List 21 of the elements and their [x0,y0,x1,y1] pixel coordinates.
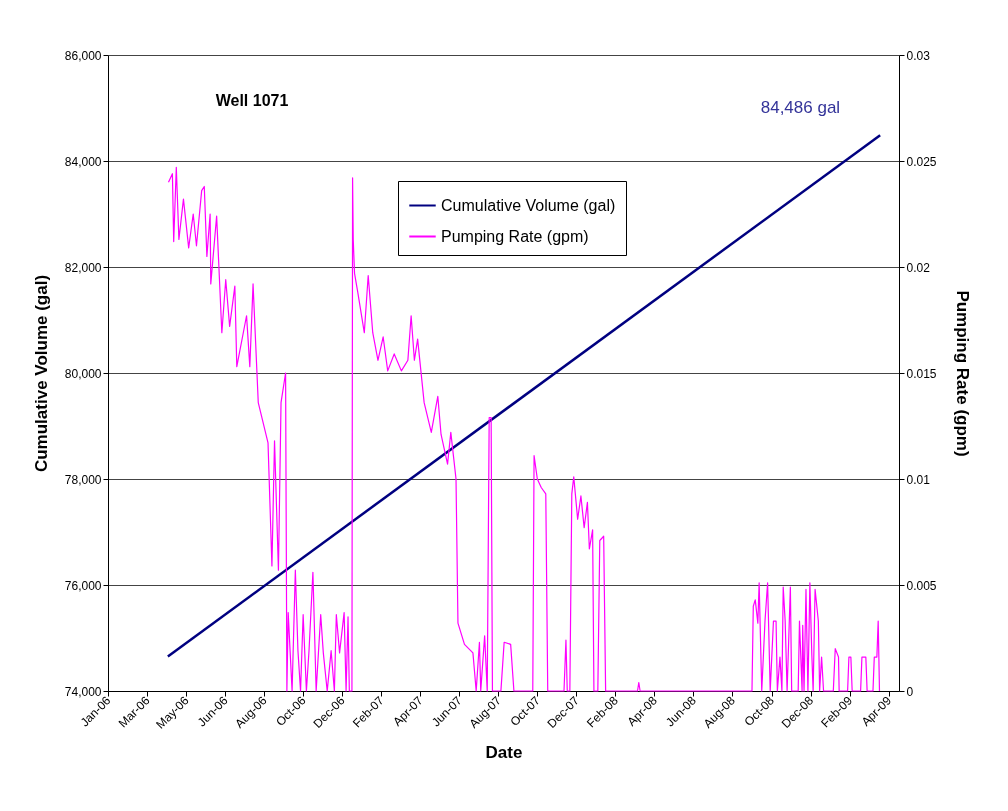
annotation: 84,486 gal [760,98,841,118]
y-tick-label: 84,000 [64,154,102,169]
y2-tick-label: 0.01 [906,472,931,487]
legend-label: Cumulative Volume (gal) [441,196,616,214]
y-tick-label: 86,000 [64,48,102,63]
y-tick-label: 80,000 [64,366,102,381]
y2-tick-label: 0.02 [906,260,931,275]
y-tick-label: 76,000 [64,578,102,593]
legend-label: Pumping Rate (gpm) [441,227,589,245]
text: Well 1071 [215,92,289,109]
y-tick-label: 78,000 [64,472,102,487]
y-tick-label: 74,000 [64,684,102,699]
y2-tick-label: 0 [906,684,914,699]
x-axis-title: Date [485,743,523,763]
y2-axis-title: Pumping Rate (gpm) [952,290,972,457]
y2-tick-label: 0.015 [906,366,937,381]
y2-tick-label: 0.025 [906,154,937,169]
y-axis-title: Cumulative Volume (gal) [31,274,51,473]
y-tick-label: 82,000 [64,260,102,275]
y2-tick-label: 0.03 [906,48,931,63]
y2-tick-label: 0.005 [906,578,937,593]
